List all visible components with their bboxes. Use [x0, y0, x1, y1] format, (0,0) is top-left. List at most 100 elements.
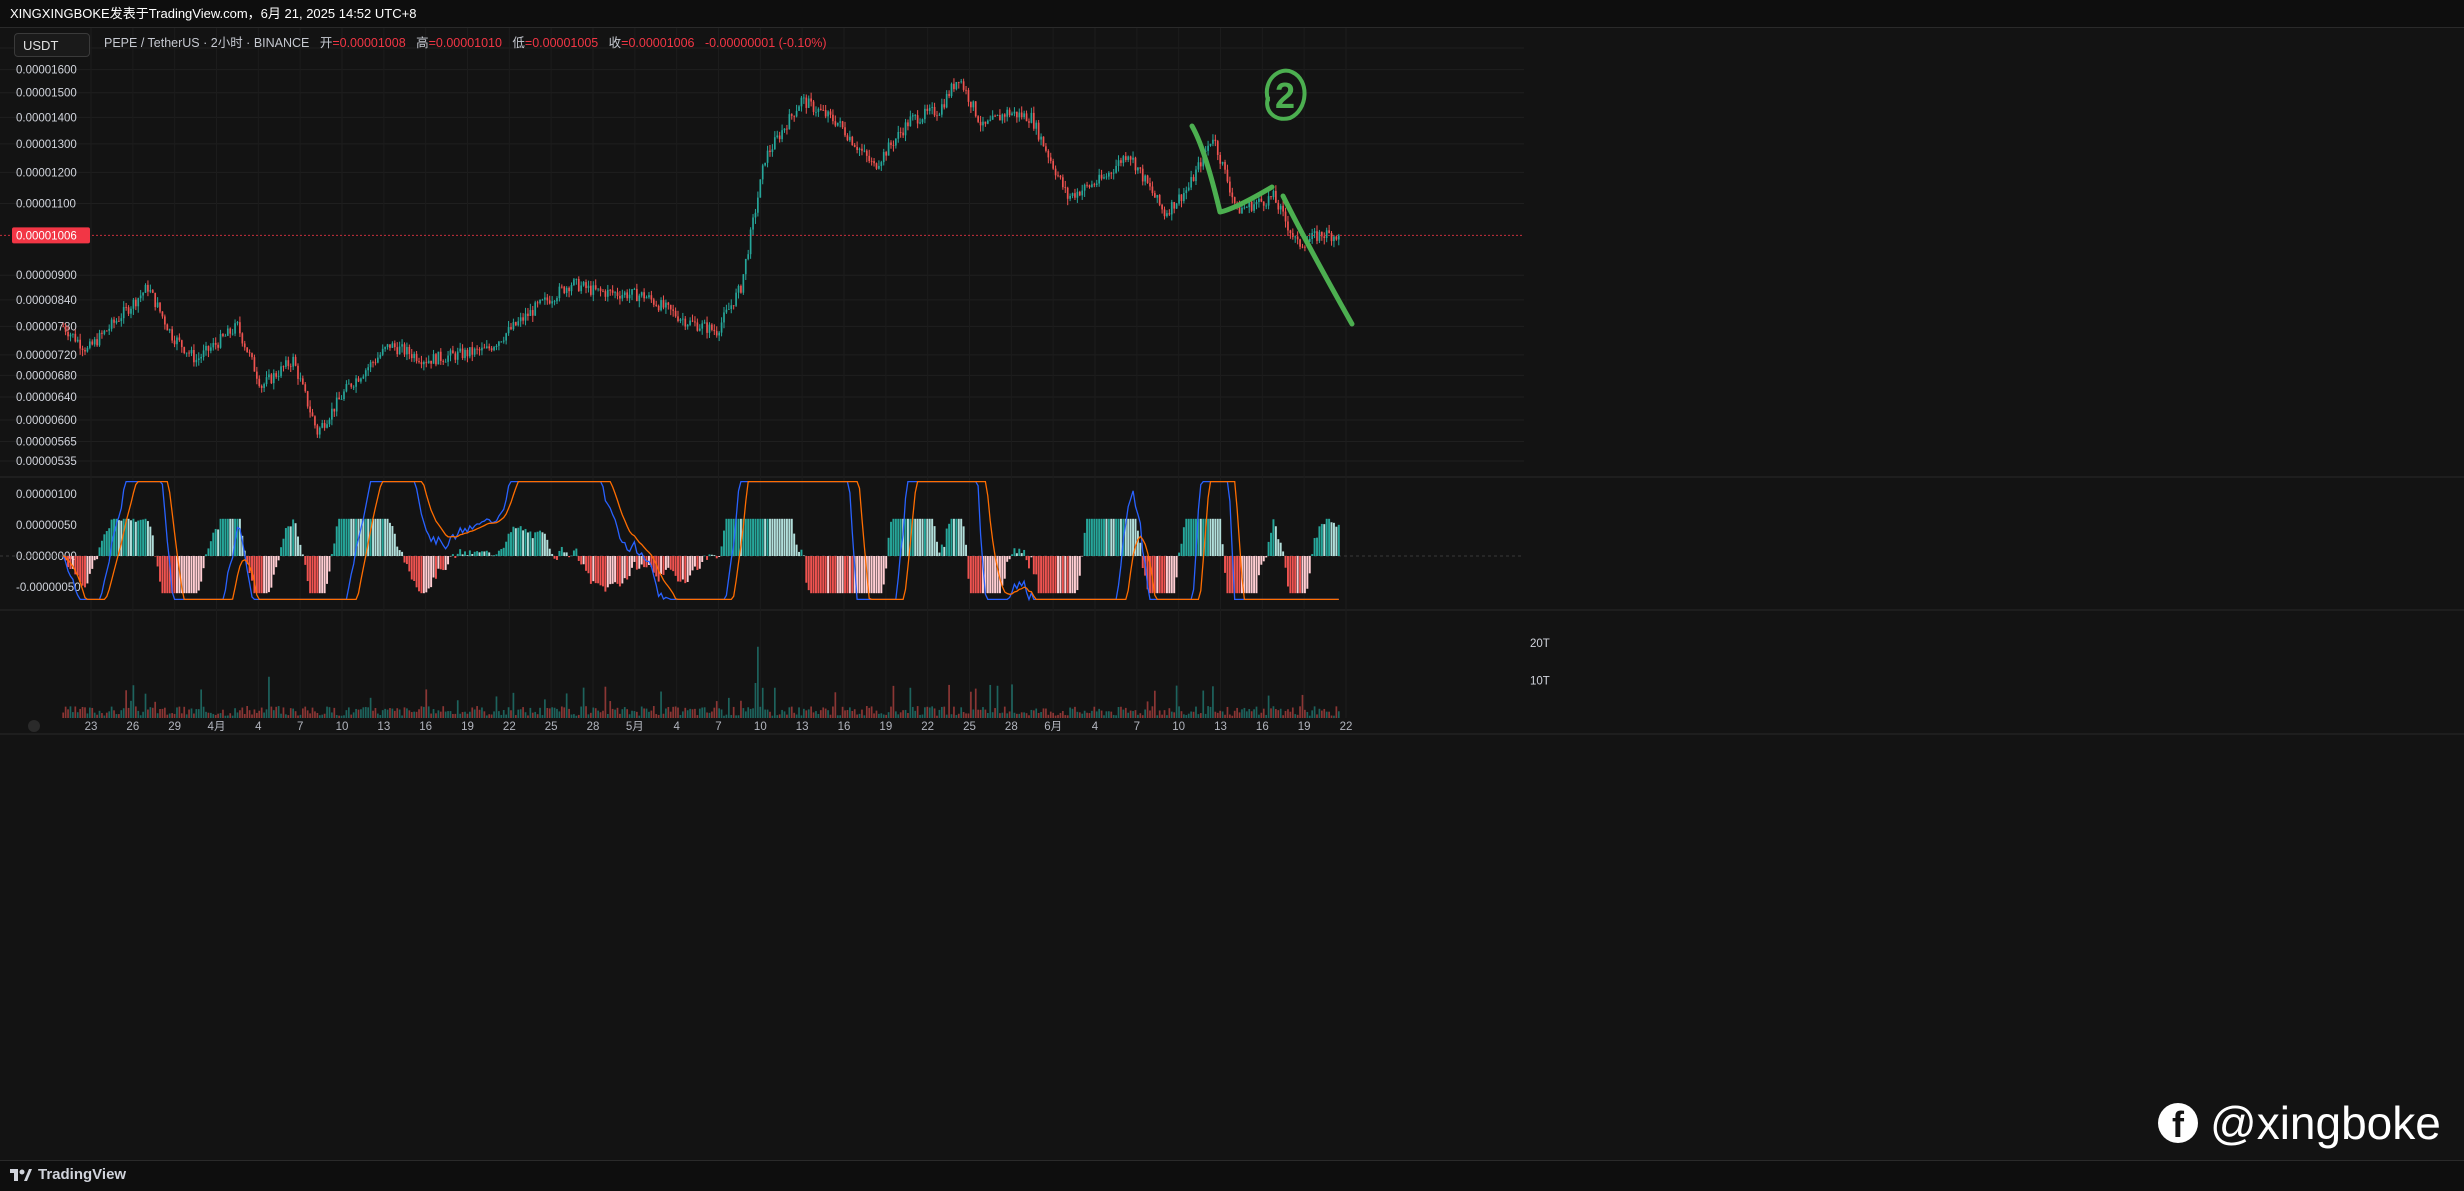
candle-body — [1166, 213, 1168, 217]
volume-bar — [168, 713, 171, 718]
macd-histogram-bar — [1047, 556, 1050, 594]
candle-body — [338, 397, 340, 400]
candle-body — [551, 301, 553, 304]
timezone-button[interactable] — [28, 720, 40, 732]
volume-bar — [255, 712, 258, 718]
volume-bar — [118, 714, 120, 718]
macd-histogram-bar — [176, 556, 178, 594]
macd-histogram-bar — [972, 556, 975, 594]
macd-histogram-bar — [248, 556, 251, 573]
macd-histogram-bar — [1117, 518, 1120, 556]
candle-body — [902, 132, 904, 136]
candle-body — [91, 341, 94, 345]
macd-histogram-bar — [289, 526, 292, 556]
macd-histogram-bar — [352, 518, 355, 556]
macd-histogram-bar — [154, 556, 157, 557]
volume-bar — [868, 707, 871, 718]
volume-bar — [737, 715, 740, 718]
candle-body — [86, 347, 89, 352]
macd-histogram-bar — [1158, 556, 1161, 594]
candle-body — [541, 299, 544, 301]
candle-body — [430, 360, 432, 364]
volume-bar — [1287, 709, 1289, 718]
candle-body — [435, 354, 437, 365]
macd-histogram-bar — [923, 518, 926, 556]
macd-histogram-bar — [1313, 538, 1316, 556]
time-tick-label: 4 — [1092, 721, 1099, 733]
volume-bar — [236, 712, 239, 718]
volume-bar — [1226, 706, 1229, 718]
macd-histogram-bar — [372, 518, 374, 556]
volume-bar — [439, 711, 442, 718]
candle-body — [151, 290, 154, 293]
candle-body — [418, 361, 420, 363]
volume-bar — [1241, 709, 1243, 718]
candle-body — [122, 307, 125, 319]
volume-bar — [500, 714, 503, 718]
volume-bar — [1074, 706, 1076, 718]
volume-bar — [1120, 706, 1122, 718]
volume-bar — [171, 713, 173, 718]
macd-histogram-bar — [297, 536, 299, 556]
candle-body — [662, 300, 665, 308]
candle-body — [1335, 236, 1338, 240]
macd-histogram-bar — [822, 556, 825, 594]
candle-body — [272, 373, 275, 384]
symbol-name[interactable]: PEPE / TetherUS · 2小时 · BINANCE — [104, 36, 310, 50]
currency-selector[interactable]: USDT — [14, 33, 90, 57]
macd-histogram-bar — [1066, 556, 1069, 594]
volume-bar — [849, 707, 851, 718]
tradingview-logo[interactable]: TradingView — [10, 1163, 126, 1187]
candle-body — [856, 146, 858, 150]
macd-histogram-bar — [747, 518, 750, 556]
macd-histogram-bar — [539, 530, 542, 556]
price-tick-label: 0.00000535 — [16, 456, 77, 468]
macd-histogram-bar — [546, 539, 549, 556]
macd-histogram-bar — [899, 518, 902, 556]
candle-body — [1018, 112, 1021, 118]
volume-bar — [403, 707, 406, 718]
candle-body — [1146, 175, 1149, 184]
macd-histogram-bar — [955, 518, 958, 556]
macd-histogram-bar — [313, 556, 316, 594]
candle-body — [403, 344, 406, 355]
candle-body — [1088, 185, 1091, 187]
macd-histogram-bar — [660, 556, 663, 574]
volume-bar — [149, 707, 152, 718]
plot-background — [0, 28, 1524, 718]
volume-bar — [558, 711, 561, 718]
candle-body — [132, 299, 135, 309]
macd-histogram-bar — [86, 556, 89, 584]
macd-histogram-bar — [1119, 518, 1122, 556]
macd-histogram-bar — [483, 551, 486, 556]
candle-body — [517, 321, 520, 326]
time-tick-label: 25 — [545, 721, 558, 733]
candle-body — [539, 299, 541, 304]
candle-body — [84, 350, 86, 352]
last-price-label: 0.00001006 — [16, 230, 77, 242]
volume-bar — [212, 714, 215, 718]
macd-histogram-bar — [217, 529, 220, 556]
macd-histogram-bar — [1023, 549, 1026, 556]
candle-body — [139, 295, 142, 299]
chart-area[interactable]: 0.000017000.000016000.000015000.00001400… — [0, 28, 2464, 1164]
volume-bar — [788, 707, 791, 718]
volume-bar — [197, 709, 200, 718]
candle-body — [483, 347, 486, 349]
candle-body — [836, 122, 839, 126]
macd-histogram-bar — [1190, 518, 1193, 556]
macd-histogram-bar — [427, 556, 430, 589]
macd-histogram-bar — [723, 530, 725, 556]
chart-svg[interactable]: 0.000017000.000016000.000015000.00001400… — [0, 28, 2464, 1164]
candle-body — [222, 334, 224, 336]
candle-body — [285, 360, 287, 367]
macd-histogram-bar — [195, 556, 198, 594]
macd-histogram-bar — [316, 556, 319, 594]
macd-histogram-bar — [669, 556, 672, 570]
candle-body — [655, 304, 658, 306]
macd-histogram-bar — [1308, 556, 1311, 574]
candle-body — [1250, 201, 1253, 211]
macd-histogram-bar — [979, 556, 982, 594]
macd-histogram-bar — [638, 556, 641, 569]
macd-histogram-bar — [769, 518, 771, 556]
